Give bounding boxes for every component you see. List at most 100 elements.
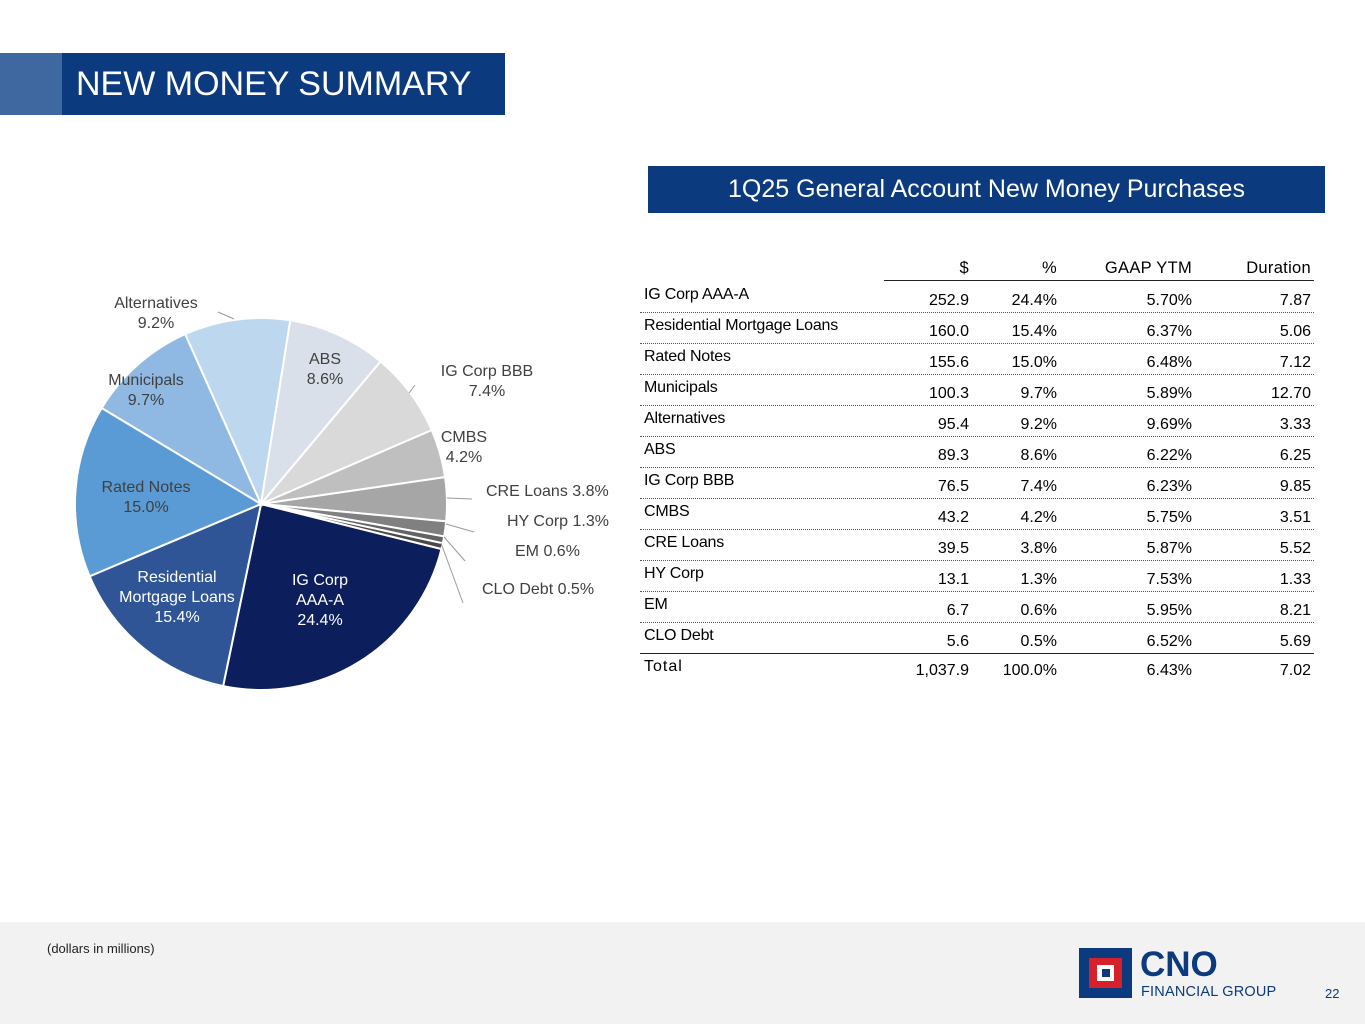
cell-ytm: 6.22%	[1146, 447, 1192, 464]
cell-pct: 15.4%	[1011, 323, 1057, 340]
cell-amount: 5.6	[946, 633, 969, 650]
cell-duration: 1.33	[1279, 571, 1311, 588]
slice-label-line: ABS	[309, 351, 341, 368]
table-total-row: Total 1,037.9 100.0% 6.43% 7.02	[640, 654, 1314, 684]
cell-duration: 7.87	[1279, 292, 1311, 309]
cell-duration: 3.51	[1279, 509, 1311, 526]
cell-amount: 6.7	[946, 602, 969, 619]
slice-label-line: AAA-A	[296, 592, 344, 609]
page-number: 22	[1325, 986, 1340, 1001]
cell-ytm: 6.52%	[1146, 633, 1192, 650]
row-label: CRE Loans	[644, 534, 725, 551]
table-row: Municipals 100.3 9.7% 5.89% 12.70	[640, 375, 1314, 406]
cell-pct: 0.6%	[1020, 602, 1057, 619]
cell-amount: 39.5	[937, 540, 969, 557]
page-title: NEW MONEY SUMMARY	[62, 53, 505, 115]
cell-amount: 95.4	[937, 416, 969, 433]
slice-label-line: EM 0.6%	[515, 543, 580, 560]
slice-label-line: CRE Loans 3.8%	[486, 483, 609, 500]
row-label: Rated Notes	[644, 348, 731, 365]
cell-amount: 160.0	[928, 323, 969, 340]
table-row: CLO Debt 5.6 0.5% 6.52% 5.69	[640, 623, 1314, 654]
cell-amount: 13.1	[937, 571, 969, 588]
leader-line	[446, 497, 473, 500]
table-row: Alternatives 95.4 9.2% 9.69% 3.33	[640, 406, 1314, 437]
cell-pct: 9.2%	[1020, 416, 1057, 433]
cell-pct: 15.0%	[1011, 354, 1057, 371]
cell-duration: 5.52	[1279, 540, 1311, 557]
table-row: HY Corp 13.1 1.3% 7.53% 1.33	[640, 561, 1314, 592]
slice-label-line: 8.6%	[307, 371, 343, 388]
leader-line	[408, 384, 416, 394]
pie-slice	[74, 406, 264, 578]
cell-pct: 7.4%	[1020, 478, 1057, 495]
cno-logo: CNO FINANCIAL GROUP	[1079, 945, 1294, 1004]
new-money-table: $ % GAAP YTM Duration IG Corp AAA-A 252.9…	[640, 252, 1314, 684]
slice-data-label: CLO Debt 0.5%	[482, 581, 594, 598]
slice-label-line: 7.4%	[469, 383, 505, 400]
cell-ytm: 6.23%	[1146, 478, 1192, 495]
cell-duration: 6.25	[1279, 447, 1311, 464]
row-label: Residential Mortgage Loans	[644, 317, 839, 334]
table-header-row: $ % GAAP YTM Duration	[640, 252, 1314, 282]
slice-label-line: HY Corp 1.3%	[507, 513, 609, 530]
cell-pct: 24.4%	[1011, 292, 1057, 309]
slice-data-label: HY Corp 1.3%	[507, 513, 609, 530]
cell-ytm: 5.70%	[1146, 292, 1192, 309]
cell-amount: 100.3	[928, 385, 969, 402]
cell-amount: 89.3	[937, 447, 969, 464]
slice-label-line: Residential	[137, 569, 216, 586]
cell-pct: 9.7%	[1020, 385, 1057, 402]
footnote: (dollars in millions)	[47, 941, 155, 956]
title-accent-block	[0, 53, 62, 115]
cell-ytm: 9.69%	[1146, 416, 1192, 433]
row-label: ABS	[644, 441, 676, 458]
table-row: ABS 89.3 8.6% 6.22% 6.25	[640, 437, 1314, 468]
cell-duration: 3.33	[1279, 416, 1311, 433]
cell-duration: 7.02	[1279, 662, 1311, 679]
slice-data-label: ABS 8.6%	[307, 351, 343, 388]
slice-data-label: IG Corp AAA-A 24.4%	[292, 572, 348, 629]
footer: (dollars in millions) CNO FINANCIAL GROU…	[0, 922, 1365, 1024]
cell-amount: 155.6	[928, 354, 969, 371]
slice-data-label: Municipals 9.7%	[108, 372, 184, 409]
slice-data-label: CMBS 4.2%	[441, 429, 487, 466]
table-row: EM 6.7 0.6% 5.95% 8.21	[640, 592, 1314, 623]
column-header-amount: $	[959, 259, 969, 277]
leader-line	[440, 542, 464, 604]
cell-duration: 7.12	[1279, 354, 1311, 371]
table-row: CRE Loans 39.5 3.8% 5.87% 5.52	[640, 530, 1314, 561]
slice-label-line: Municipals	[108, 372, 184, 389]
slice-label-line: 24.4%	[297, 612, 342, 629]
pie-chart: IG Corp AAA-A 24.4% Residential Mortgage Loa…	[74, 295, 609, 691]
cell-duration: 9.85	[1279, 478, 1311, 495]
row-label: CMBS	[644, 503, 690, 520]
cell-pct: 0.5%	[1020, 633, 1057, 650]
slice-label-line: 15.4%	[154, 609, 199, 626]
logo-subtitle: FINANCIAL GROUP	[1141, 984, 1277, 1000]
leader-line	[445, 523, 475, 533]
pie-slice	[259, 319, 382, 508]
slice-label-line: IG Corp	[292, 572, 348, 589]
cell-ytm: 7.53%	[1146, 571, 1192, 588]
table-row: Residential Mortgage Loans 160.0 15.4% 6.37…	[640, 313, 1314, 344]
slice-data-label: CRE Loans 3.8%	[486, 483, 609, 500]
pie-slice	[221, 502, 443, 691]
leader-line	[443, 536, 466, 562]
slice-data-label: Alternatives 9.2%	[114, 295, 198, 332]
cell-duration: 5.69	[1279, 633, 1311, 650]
leader-line	[217, 311, 235, 320]
table-row: Rated Notes 155.6 15.0% 6.48% 7.12	[640, 344, 1314, 375]
slice-label-line: 9.7%	[128, 392, 164, 409]
table-body: IG Corp AAA-A 252.9 24.4% 5.70% 7.87 Resident…	[640, 282, 1314, 684]
cell-duration: 12.70	[1270, 385, 1311, 402]
slice-data-label: Rated Notes 15.0%	[102, 479, 191, 516]
cell-ytm: 5.87%	[1146, 540, 1192, 557]
cell-duration: 8.21	[1279, 602, 1311, 619]
slice-label-line: Mortgage Loans	[119, 589, 235, 606]
cell-ytm: 5.89%	[1146, 385, 1192, 402]
logo-mark-center	[1102, 969, 1110, 977]
pie-slice	[183, 317, 292, 508]
row-label: Alternatives	[644, 410, 726, 427]
row-label: Municipals	[644, 379, 718, 396]
